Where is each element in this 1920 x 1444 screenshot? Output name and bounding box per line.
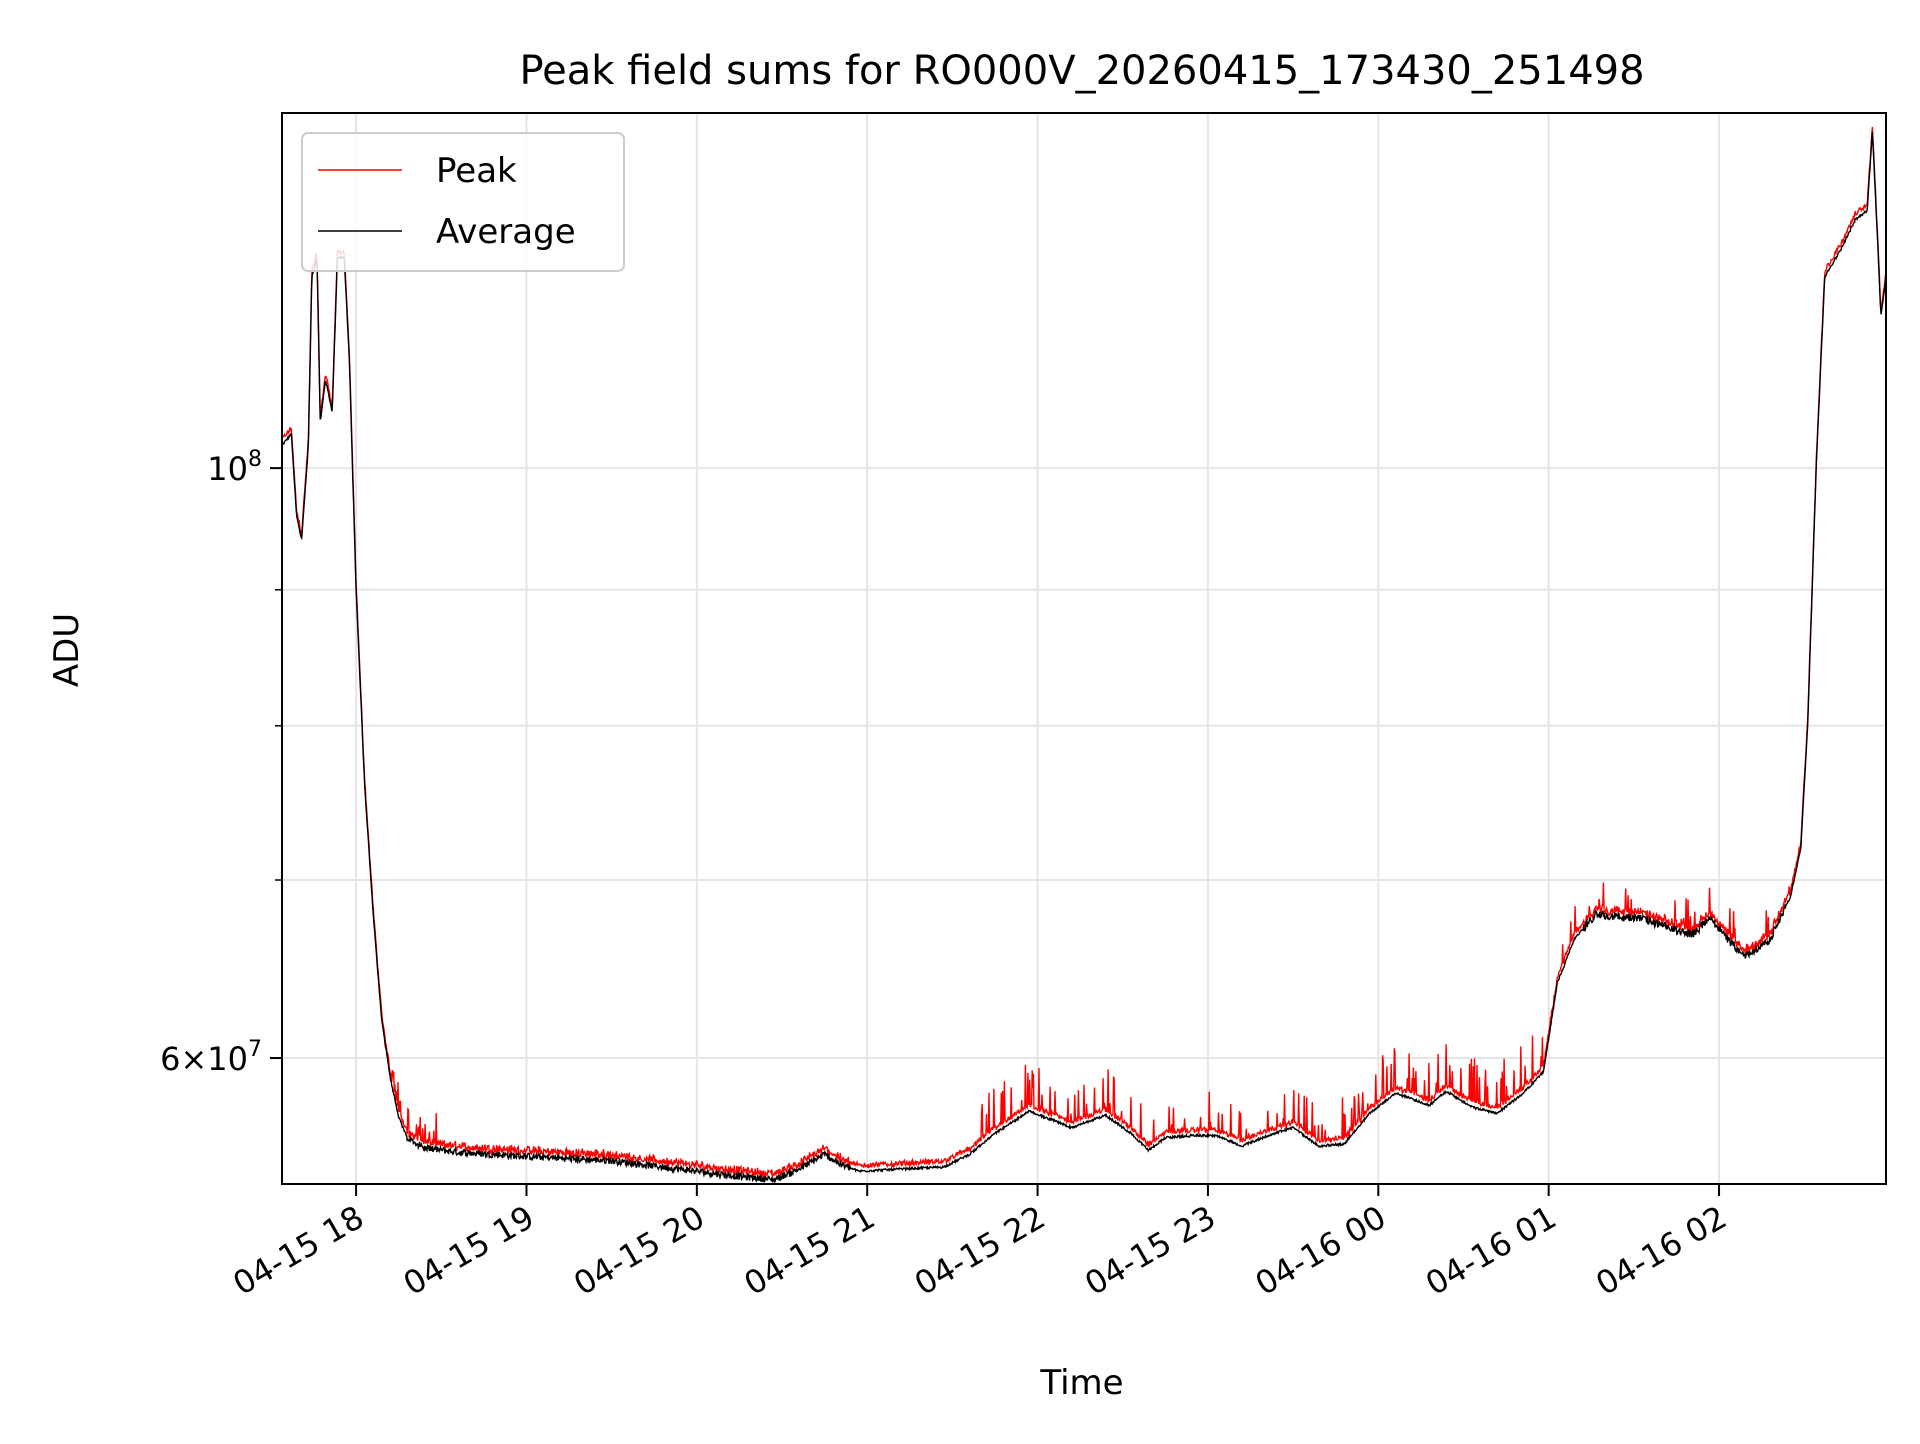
y-tick-times: × — [180, 1040, 207, 1078]
y-tick-base: 10 — [207, 450, 248, 488]
y-tick-base: 10 — [207, 1040, 248, 1078]
series-line-peak — [282, 126, 1886, 1179]
legend: Peak Average — [301, 132, 625, 272]
legend-label-peak: Peak — [436, 151, 517, 191]
grid — [282, 113, 1886, 1184]
x-axis-label: Time — [1039, 1363, 1123, 1403]
y-tick-label: 108 — [207, 447, 262, 488]
series-line-average — [282, 131, 1886, 1184]
legend-box — [301, 132, 625, 272]
series-layer — [282, 126, 1886, 1184]
y-tick-mantissa: 6 — [160, 1040, 180, 1078]
legend-label-average: Average — [436, 212, 576, 252]
y-tick-label: 6×107 — [160, 1037, 262, 1078]
y-tick-exponent: 7 — [248, 1037, 262, 1062]
plot-frame — [281, 112, 1887, 1185]
y-tick-exponent: 8 — [248, 447, 262, 472]
y-axis-label: ADU — [47, 613, 87, 687]
chart-title: Peak field sums for RO000V_20260415_1734… — [519, 48, 1644, 94]
